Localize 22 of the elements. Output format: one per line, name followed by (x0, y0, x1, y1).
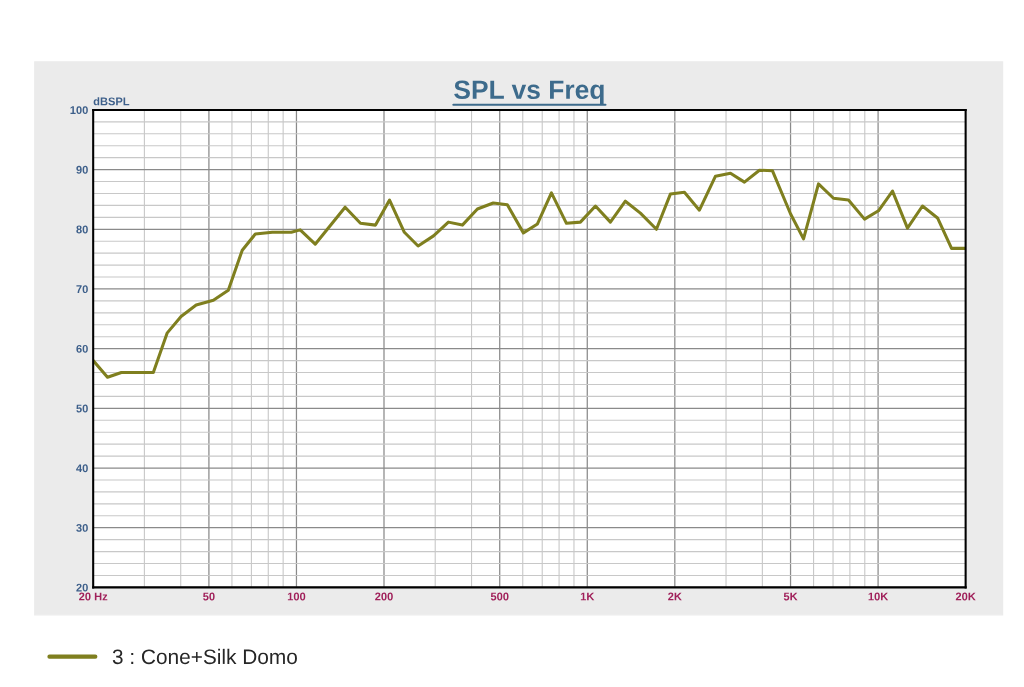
y-tick-label: 70 (76, 285, 88, 294)
y-tick-label: 40 (76, 464, 88, 473)
x-tick-label: 5K (783, 592, 798, 601)
x-tick-label: 1K (580, 592, 595, 601)
y-axis-title: dBSPL (93, 97, 130, 106)
x-tick-label: 2K (668, 592, 682, 601)
chart-title: SPL vs Freq (454, 80, 604, 105)
legend-label: 3 : Cone+Silk Domo (112, 648, 297, 665)
x-tick-label: 100 (287, 592, 306, 601)
x-tick-label: 50 (203, 592, 215, 601)
y-tick-label: 90 (76, 165, 88, 174)
y-tick-label: 20 (76, 583, 88, 592)
x-tick-label: 500 (490, 592, 509, 601)
x-tick-label: 20K (955, 592, 976, 601)
y-tick-label: 60 (76, 344, 88, 353)
x-tick-label: 10K (868, 592, 889, 601)
y-tick-label: 30 (76, 523, 88, 532)
y-tick-label: 80 (76, 225, 88, 234)
y-tick-label: 100 (70, 106, 88, 115)
x-tick-label: 200 (375, 592, 393, 601)
x-tick-label: 20 Hz (79, 592, 108, 601)
y-tick-label: 50 (76, 404, 88, 413)
